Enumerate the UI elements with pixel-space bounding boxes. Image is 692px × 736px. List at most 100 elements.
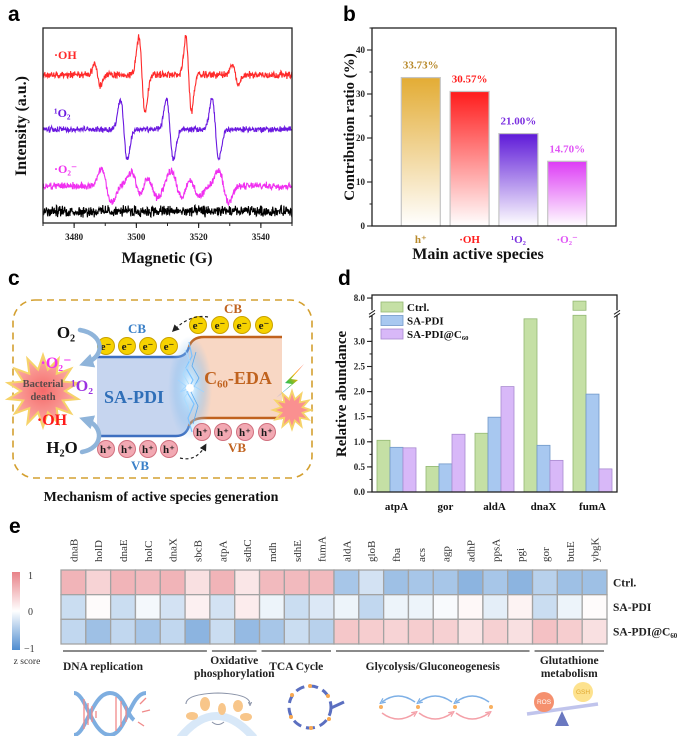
legend-swatch [380,315,404,326]
electron-icon: e⁻ [118,337,136,355]
series-label: ·O₂⁻ [54,162,77,176]
sa-pdi-cb-label: CB [128,321,146,336]
carrier-circle [258,423,276,441]
bar [585,393,600,493]
tca-cycle-icon [287,684,345,730]
ros-label: ROS [537,699,552,706]
h2o-label: H₂O [46,438,78,457]
plot-frame-b [371,27,617,227]
heatmap-cell [556,569,583,596]
heatmap-cell [308,618,335,645]
colorbar-tick-min: −1 [24,644,35,655]
legend-swatch [380,328,404,340]
carrier-circle [139,337,157,355]
heatmap-cell [258,618,286,645]
heatmap-cell [581,569,608,596]
gsh-circle [573,682,593,702]
heatmap-column-label: fba [391,548,403,562]
panel-label-d: d [338,267,351,290]
panel-label-a: a [8,3,20,26]
heatmap-cell [556,594,583,620]
c60-eda-vb-label: VB [228,440,246,455]
carrier-circle [160,337,178,355]
bacterial-death-label-line1: Bacterial [23,379,64,390]
heatmap-column-label: dnaB [68,539,80,562]
dna-helix-icon [73,690,151,736]
y-tick-label: 3.0 [354,336,366,346]
heatmap-column-label: mdh [267,542,279,562]
hole-icon: h⁺ [160,440,178,458]
heatmap-cell [134,569,161,596]
x-tick-label: 3500 [127,232,146,242]
heatmap-column-label: atpA [217,541,229,562]
carrier-label: h⁺ [196,427,208,439]
heatmap-cell [507,569,534,596]
c60-eda-cb-label: CB [224,301,242,316]
carrier-circle [160,440,178,458]
heatmap-cell [109,594,137,620]
series-label: ·OH [54,48,77,62]
heatmap-column-label: fumA [317,536,329,562]
electron-transfer-arrow [171,315,209,333]
h2o-oxidation-arrow [79,415,102,455]
bar [438,463,453,493]
bar-1 [449,90,490,227]
charge-carriers: e⁻ e⁻ e⁻ e⁻ e⁻ e⁻ e⁻ e⁻ h⁺ h⁺ h⁺ h⁺ h⁺ h⁺ h⁺ h⁺ [97,316,276,458]
x-category-label: gor [438,501,454,513]
panel-label-c: c [8,267,20,290]
carrier-label: e⁻ [122,341,133,353]
heatmap-row-label: SA-PDI [613,602,652,614]
heatmap-cell [382,618,410,645]
hydroxyl-label: ·OH [37,412,68,429]
bar-value-label: 30.57% [452,73,488,85]
heatmap-cell [283,569,310,596]
legend-label: Ctrl. [407,302,430,314]
heatmap-cell [531,618,559,645]
pathway-label: DNA replication [63,661,144,673]
heatmap-cell [159,594,186,620]
bar [500,386,515,493]
bar-value-label: 21.00% [501,116,537,128]
carrier-circle [211,316,229,334]
bar [425,465,440,493]
heatmap-cell [531,569,559,596]
bar-3 [547,160,588,227]
heatmap-cell [358,618,385,645]
y-tick-label: 1.0 [354,437,366,447]
bar [376,439,391,493]
bars-b: 33.73% h⁺ 30.57% ·OH 21.00% ¹O₂ 14.70% ·O₂⁻ [400,60,588,246]
sa-pdi-label: SA-PDI [104,387,164,407]
panel-c: c CB VB CB VB SA-PDI C₆₀-EDA e⁻ e⁻ e⁻ e⁻e⁻ e… [4,267,314,505]
heatmap-column-label: gor [540,547,552,562]
heatmap-column-label: dnaX [168,538,180,562]
heatmap-cell [209,594,236,620]
bars-d: atpA gor aldA dnaX fumA [376,300,613,513]
heatmap-column-label: sdhC [242,539,254,562]
heatmap-cell [308,569,335,596]
colorbar-gradient [12,572,20,650]
carrier-label: e⁻ [259,320,270,332]
spark-line [182,349,192,413]
bar-value-label: 33.73% [403,60,439,72]
spark-line [193,379,205,393]
hole-icon: h⁺ [193,423,211,441]
bar-upper-segment [572,300,587,311]
heatmap-cell [209,618,236,645]
spark-line [177,379,191,393]
bar-2 [498,133,539,227]
pathway-groups: DNA replication OxidativephosphorylationT… [63,650,604,680]
x-category-label: ·OH [459,234,480,246]
heatmap-cell [85,594,112,620]
heatmap-cell [432,594,459,620]
carrier-label: h⁺ [142,444,154,456]
bar [598,468,613,493]
heatmap-cell [159,618,186,645]
heatmap-cell [482,594,509,620]
bar [549,459,564,493]
heatmap-cell [134,594,161,620]
singlet-oxygen-label: ¹O₂ [71,378,93,395]
carrier-label: e⁻ [237,320,248,332]
y-tick-label: 40 [356,45,366,55]
bar [523,318,538,493]
hole-icon: h⁺ [258,423,276,441]
